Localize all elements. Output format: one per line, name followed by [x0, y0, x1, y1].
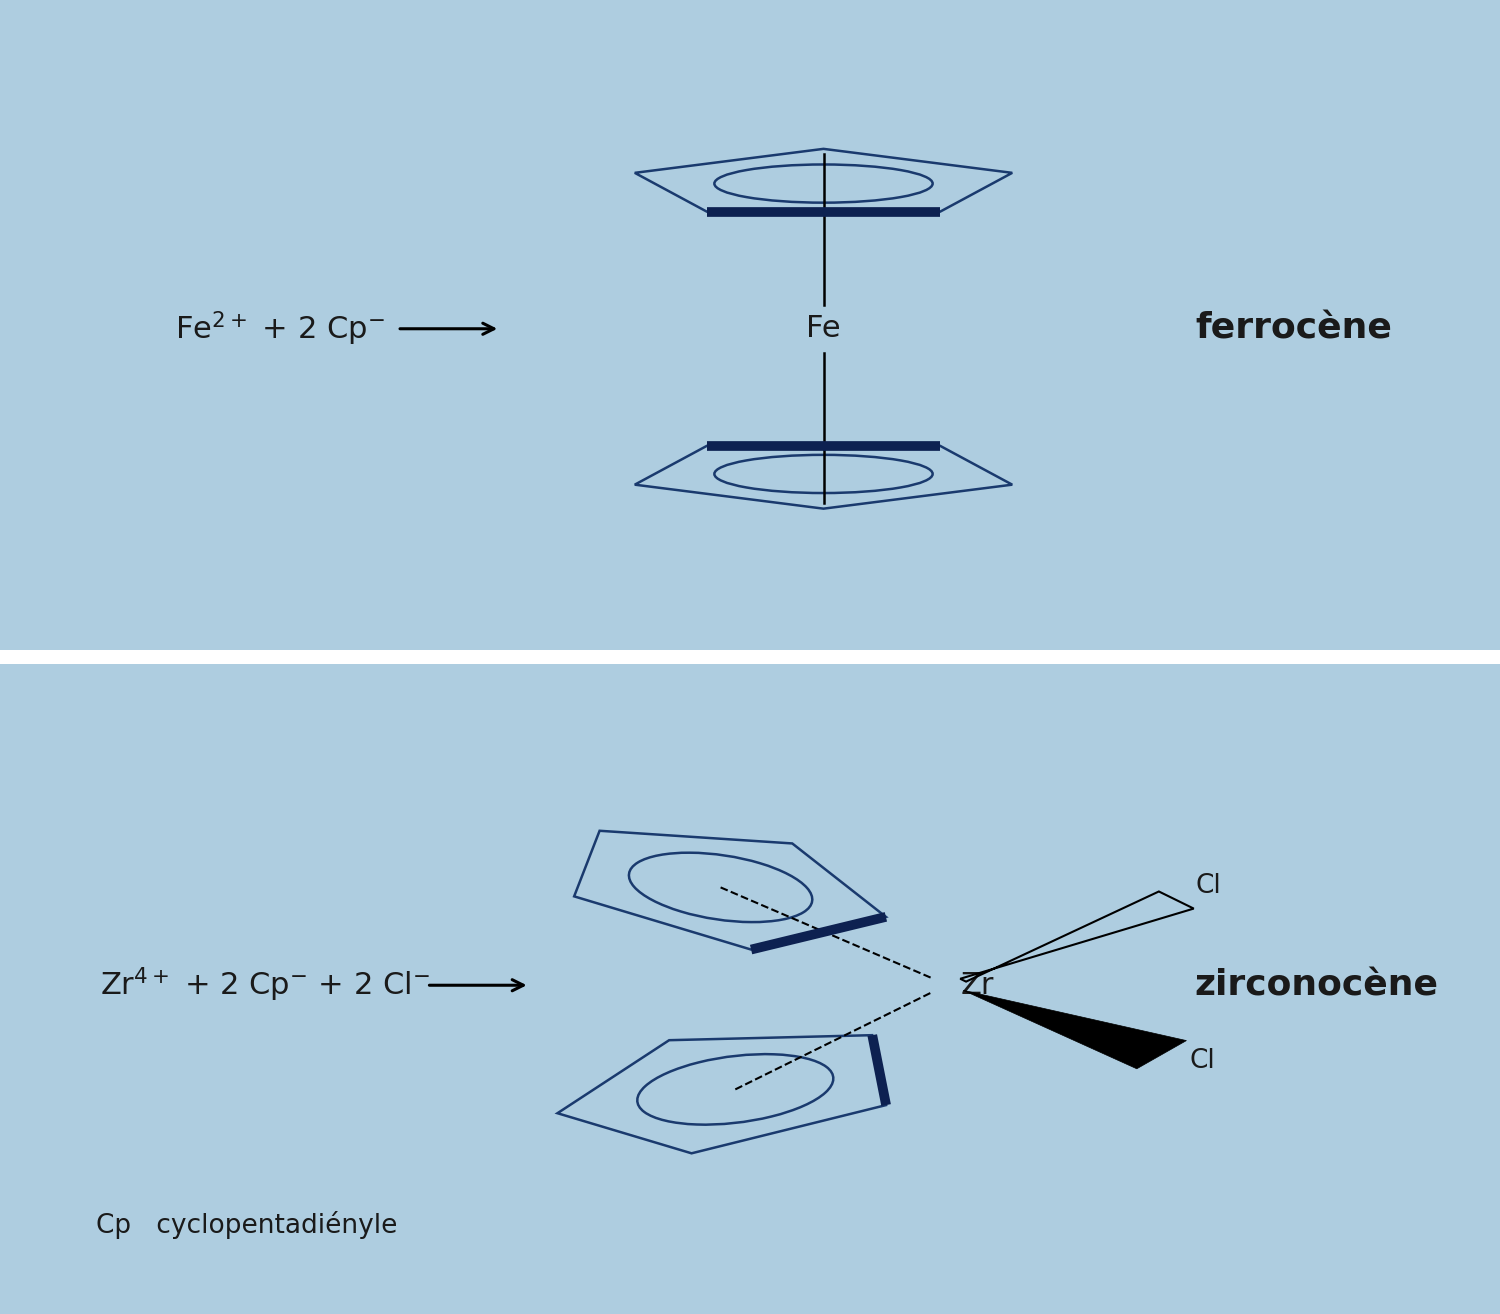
- Text: Zr$^{4+}$ + 2 Cp$^{-}$ + 2 Cl$^{-}$: Zr$^{4+}$ + 2 Cp$^{-}$ + 2 Cl$^{-}$: [100, 966, 430, 1004]
- Text: Zr: Zr: [960, 971, 993, 1000]
- Polygon shape: [963, 991, 1186, 1068]
- Text: Fe$^{2+}$ + 2 Cp$^{-}$: Fe$^{2+}$ + 2 Cp$^{-}$: [174, 310, 384, 348]
- Text: zirconocène: zirconocène: [1194, 968, 1438, 1003]
- Text: ferrocène: ferrocène: [1196, 311, 1392, 346]
- Text: Cl: Cl: [1196, 872, 1221, 899]
- Text: Cl: Cl: [1190, 1049, 1215, 1074]
- Text: Fe: Fe: [806, 314, 842, 343]
- Text: Cp   cyclopentadiényle: Cp cyclopentadiényle: [96, 1212, 398, 1239]
